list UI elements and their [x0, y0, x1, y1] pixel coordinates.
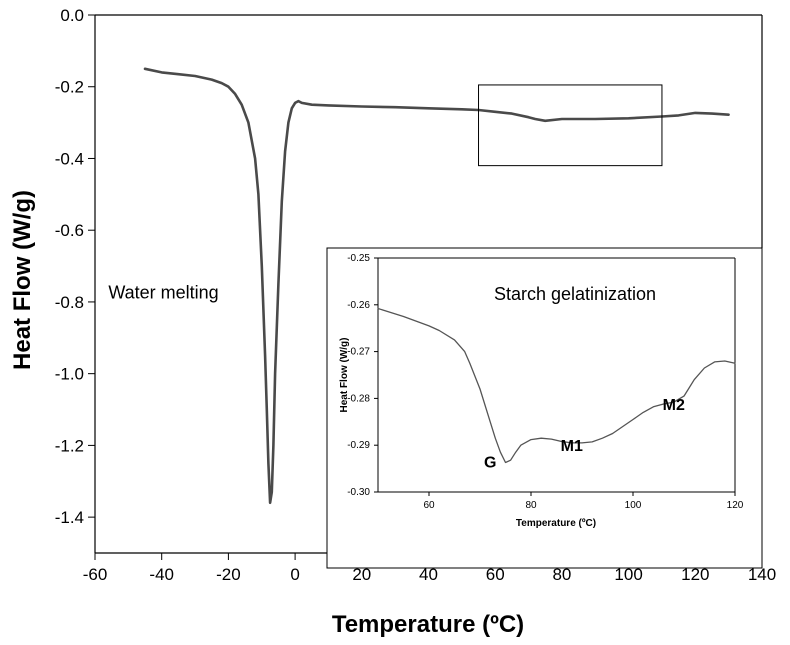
inset-y-tick-label: -0.26 [347, 300, 370, 311]
inset-y-tick-label: -0.29 [347, 440, 370, 451]
peak-label-m1: M1 [561, 438, 583, 455]
main-x-tick-label: 140 [748, 565, 776, 584]
inset-title: Starch gelatinization [494, 284, 656, 304]
main-x-axis-title: Temperature (ºC) [332, 611, 524, 638]
main-y-tick-label: -1.0 [55, 365, 84, 384]
peak-label-g: G [484, 455, 496, 472]
main-y-tick-label: -0.4 [55, 149, 84, 168]
main-y-tick-label: -1.2 [55, 436, 84, 455]
inset-x-tick-label: 100 [625, 500, 642, 511]
main-x-tick-label: 40 [419, 565, 438, 584]
main-annotation: Water melting [108, 282, 218, 302]
main-y-tick-label: -0.2 [55, 78, 84, 97]
main-x-tick-label: -60 [83, 565, 108, 584]
inset-y-tick-label: -0.28 [347, 393, 370, 404]
inset-x-tick-label: 120 [727, 500, 744, 511]
peak-label-m2: M2 [663, 397, 685, 414]
main-x-tick-label: -40 [149, 565, 174, 584]
main-x-tick-label: 20 [352, 565, 371, 584]
inset-series-line [377, 307, 736, 464]
inset-panel [326, 247, 763, 569]
inset-x-tick-label: 80 [525, 500, 537, 511]
main-x-tick-label: 60 [486, 565, 505, 584]
inset-x-tick-label: 60 [423, 500, 435, 511]
zoom-region-box [478, 84, 663, 167]
inset-y-tick-label: -0.30 [347, 487, 370, 498]
inset-x-axis-title: Temperature (ºC) [516, 518, 596, 529]
main-y-tick-label: 0.0 [60, 6, 84, 25]
main-y-axis-title: Heat Flow (W/g) [9, 190, 36, 370]
main-y-tick-label: -0.8 [55, 293, 84, 312]
inset-y-axis-title: Heat Flow (W/g) [339, 338, 350, 413]
main-series-line [143, 67, 730, 505]
main-x-tick-label: 80 [552, 565, 571, 584]
inset-y-tick-label: -0.27 [347, 347, 370, 358]
main-x-tick-label: -20 [216, 565, 241, 584]
main-y-tick-label: -0.6 [55, 221, 84, 240]
main-x-tick-label: 100 [614, 565, 642, 584]
main-x-tick-label: 120 [681, 565, 709, 584]
inset-y-tick-label: -0.25 [347, 253, 370, 264]
main-y-tick-label: -1.4 [55, 508, 84, 527]
main-x-tick-label: 0 [290, 565, 299, 584]
